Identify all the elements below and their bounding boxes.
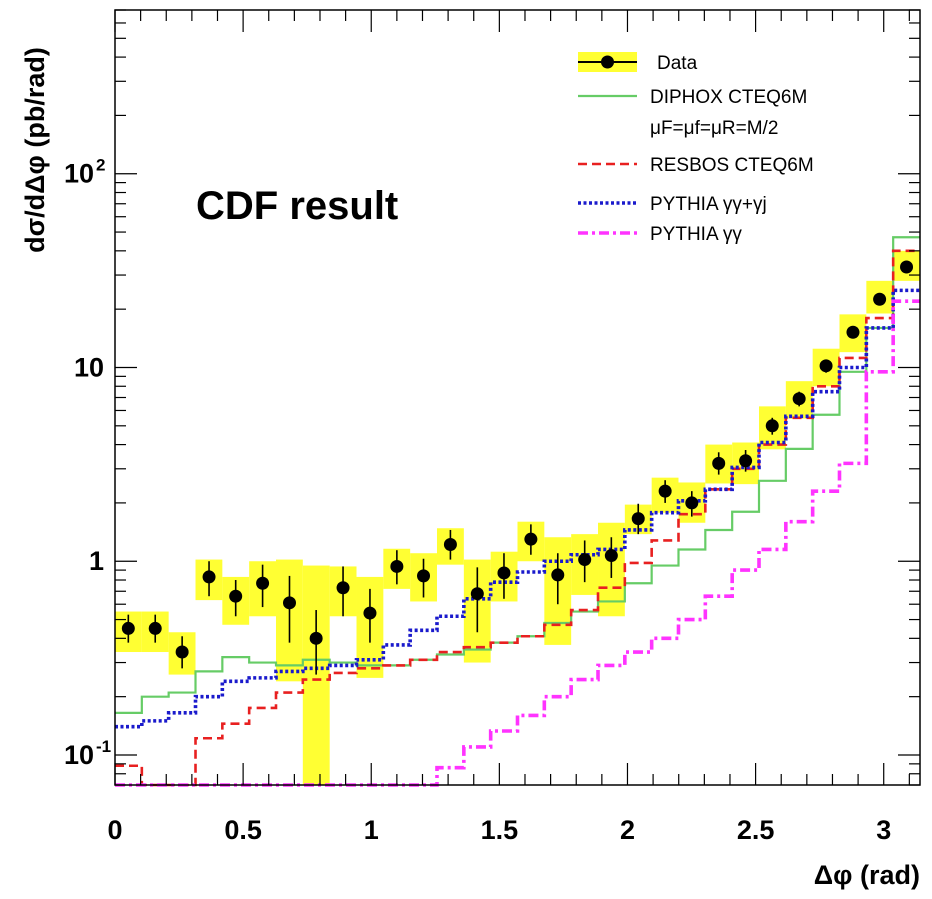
data-point-12 [417, 569, 431, 583]
legend-data-marker [601, 55, 614, 69]
data-point-15 [497, 566, 511, 580]
series-line-3 [115, 288, 920, 729]
y-tick-label-4: 10 [64, 159, 94, 189]
data-point-14 [470, 587, 484, 601]
data-point-1 [121, 621, 135, 635]
plot-area [114, 9, 921, 787]
y-tick-label-1: 10 [64, 740, 94, 770]
series-line-1 [115, 236, 920, 714]
legend-label-2: DIPHOX CTEQ6M [650, 87, 807, 108]
data-point-27 [819, 359, 833, 373]
data-point-23 [712, 456, 726, 470]
data-point-30 [900, 260, 914, 274]
series-line-2 [115, 249, 920, 787]
data-point-5 [229, 589, 243, 603]
y-tick-exponent-1: -1 [96, 737, 111, 756]
data-point-2 [148, 621, 162, 635]
x-tick-label-1: 0 [107, 815, 122, 845]
data-point-28 [846, 325, 860, 339]
x-tick-label-7: 3 [876, 815, 891, 845]
data-point-24 [739, 454, 753, 468]
data-point-26 [792, 392, 806, 406]
data-point-11 [390, 559, 404, 573]
data-point-3 [175, 645, 189, 659]
y-axis-title: dσ/dΔφ (pb/rad) [20, 47, 50, 253]
x-tick-label-2: 0.5 [224, 815, 262, 845]
data-band-bin-8 [302, 565, 330, 785]
data-point-7 [282, 596, 296, 610]
y-tick-exponent-4: 2 [96, 156, 105, 175]
data-point-6 [256, 576, 270, 590]
data-point-20 [631, 512, 645, 526]
data-point-16 [524, 532, 538, 546]
x-tick-label-3: 1 [364, 815, 379, 845]
y-tick-label-2: 1 [89, 546, 104, 576]
x-tick-label-6: 2.5 [737, 815, 775, 845]
annotation-cdf-result: CDF result [196, 184, 398, 228]
x-tick-label-4: 1.5 [481, 815, 519, 845]
data-point-17 [551, 568, 565, 582]
data-point-25 [765, 419, 779, 433]
data-point-22 [685, 496, 699, 510]
data-point-18 [578, 553, 592, 567]
legend-label-2-extra: μF=μf=μR=M/2 [650, 118, 778, 139]
x-axis-title: Δφ (rad) [814, 860, 920, 890]
legend: Data DIPHOX CTEQ6M μF=μf=μR=M/2 RESBOS CTEQ… [578, 52, 814, 245]
y-tick-label-3: 10 [74, 352, 104, 382]
data-point-4 [202, 570, 216, 584]
legend-label-5: PYTHIA γγ [650, 224, 742, 245]
data-point-21 [658, 484, 672, 498]
legend-label-1: Data [657, 53, 698, 74]
data-point-13 [443, 538, 457, 552]
data-point-10 [363, 606, 377, 620]
data-point-8 [309, 631, 323, 645]
data-point-29 [873, 292, 887, 306]
x-tick-label-5: 2 [620, 815, 635, 845]
legend-label-3: RESBOS CTEQ6M [650, 155, 814, 176]
data-point-9 [336, 581, 350, 595]
data-point-19 [604, 549, 618, 563]
legend-label-4: PYTHIA γγ+γj [650, 194, 767, 215]
